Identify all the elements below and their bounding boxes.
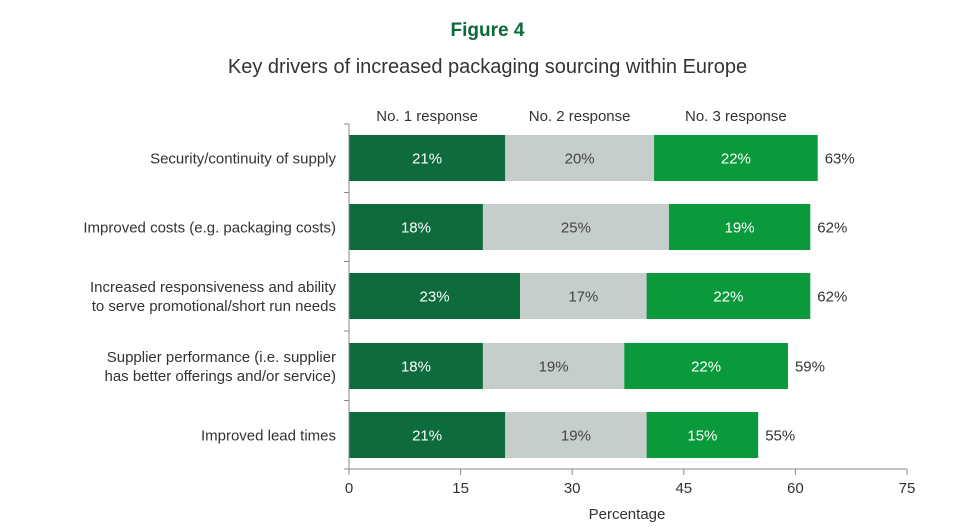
data-label-2-3: 19% [725, 220, 755, 237]
legend-item-1: No. 1 response [376, 108, 478, 125]
x-tick-label-5: 60 [787, 480, 804, 497]
data-label-4-2: 19% [539, 359, 569, 376]
data-label-5-2: 19% [561, 428, 591, 445]
x-axis-label: Percentage [589, 506, 666, 523]
category-label-5: Improved lead times [201, 428, 336, 445]
bar-segment-5-3 [646, 412, 759, 458]
category-label-3-line-1: Increased responsiveness and ability [90, 279, 336, 296]
bar-segment-3-1 [349, 273, 521, 319]
category-label-1: Security/continuity of supply [150, 151, 336, 168]
category-label-4-line-1: Supplier performance (i.e. supplier [107, 349, 336, 366]
bar-segment-1-3 [654, 135, 818, 181]
bar-segment-2-2 [482, 204, 669, 250]
x-tick-label-6: 75 [899, 480, 916, 497]
bar-segment-3-3 [646, 273, 811, 319]
data-label-5-1: 21% [412, 428, 442, 445]
legend-item-2: No. 2 response [529, 108, 631, 125]
total-label-4: 59% [795, 359, 825, 376]
bar-segment-1-2 [505, 135, 655, 181]
data-label-3-3: 22% [713, 289, 743, 306]
total-label-1: 63% [825, 151, 855, 168]
data-label-5-3: 15% [687, 428, 717, 445]
data-label-1-2: 20% [565, 151, 595, 168]
total-label-2: 62% [817, 220, 847, 237]
bar-segment-4-3 [624, 343, 788, 389]
legend-item-3: No. 3 response [685, 108, 787, 125]
data-label-4-3: 22% [691, 359, 721, 376]
total-label-5: 55% [765, 428, 795, 445]
bar-segment-1-1 [349, 135, 506, 181]
data-label-1-1: 21% [412, 151, 442, 168]
chart-title: Key drivers of increased packaging sourc… [227, 56, 748, 78]
bar-segment-2-1 [349, 204, 483, 250]
category-label-2: Improved costs (e.g. packaging costs) [83, 220, 336, 237]
legend: No. 1 response No. 2 response No. 3 respon… [376, 108, 786, 125]
x-tick-label-3: 30 [564, 480, 581, 497]
total-label-3: 62% [817, 289, 847, 306]
bar-segment-4-1 [349, 343, 483, 389]
bar-segment-2-3 [668, 204, 811, 250]
data-label-3-2: 17% [568, 289, 598, 306]
bars-group: 21% 20% 22% 63% 18% 25% 19% 62% 23% 17% 22% 62% 18% 1… [349, 135, 855, 458]
category-label-4-line-2: has better offerings and/or service) [104, 368, 336, 385]
bar-segment-4-2 [482, 343, 625, 389]
data-label-3-1: 23% [420, 289, 450, 306]
data-label-4-1: 18% [401, 359, 431, 376]
data-label-1-3: 22% [721, 151, 751, 168]
category-label-3-line-2: to serve promotional/short run needs [92, 298, 336, 315]
x-tick-label-2: 15 [452, 480, 469, 497]
x-tick-label-1: 0 [345, 480, 353, 497]
bar-segment-5-2 [505, 412, 647, 458]
bar-segment-5-1 [349, 412, 506, 458]
figure-label: Figure 4 [450, 20, 525, 41]
axes-group: Security/continuity of supply Improved co… [83, 123, 916, 497]
x-tick-label-4: 45 [675, 480, 692, 497]
bar-segment-3-2 [520, 273, 647, 319]
data-label-2-2: 25% [561, 220, 591, 237]
data-label-2-1: 18% [401, 220, 431, 237]
